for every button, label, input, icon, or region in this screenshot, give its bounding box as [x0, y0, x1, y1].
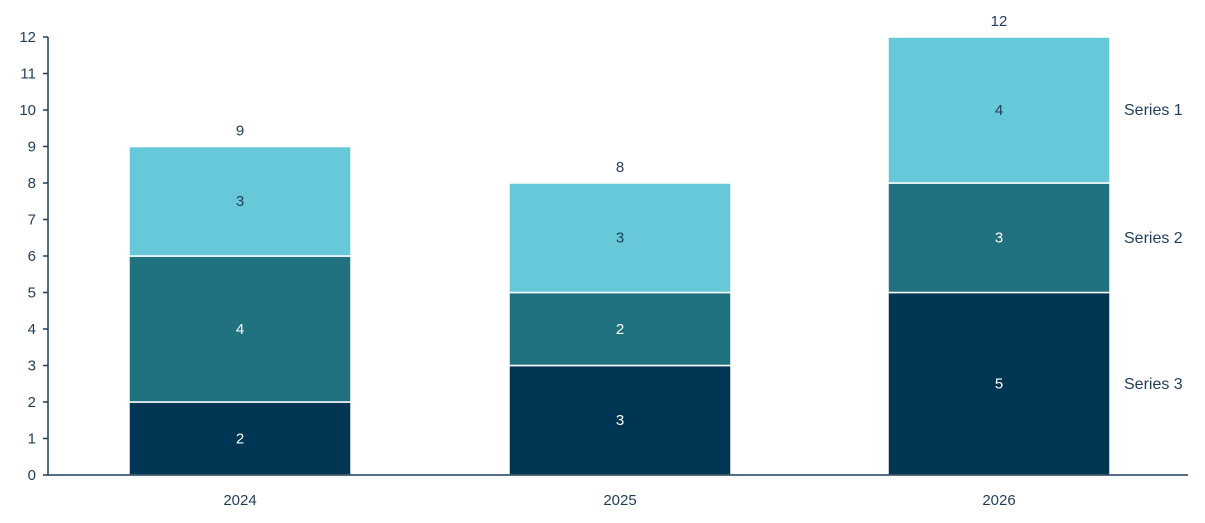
- bar-segment: [128, 145, 352, 257]
- bar-segment: [508, 182, 732, 294]
- legend-label: Series 2: [1124, 230, 1183, 247]
- data-label: 4: [236, 321, 244, 338]
- data-label: 5: [995, 376, 1003, 393]
- y-tick-label: 2: [28, 394, 36, 411]
- bar-segment: [887, 36, 1111, 184]
- bar-segment: [508, 364, 732, 476]
- legend-label: Series 1: [1124, 102, 1183, 119]
- data-label: 3: [616, 412, 624, 429]
- x-tick-label: 2024: [223, 492, 256, 509]
- bar-segment: [128, 401, 352, 476]
- y-tick-label: 3: [28, 357, 36, 374]
- x-tick-label: 2026: [982, 492, 1015, 509]
- y-tick-label: 1: [28, 430, 36, 447]
- data-label: 2: [236, 430, 244, 447]
- data-label: 4: [995, 102, 1003, 119]
- bar-segment: [128, 255, 352, 403]
- y-tick-label: 0: [28, 467, 36, 484]
- y-tick-label: 12: [19, 29, 36, 46]
- data-label: 3: [236, 193, 244, 210]
- y-tick-label: 7: [28, 211, 36, 228]
- bar-segment: [887, 182, 1111, 294]
- data-label: 3: [616, 230, 624, 247]
- legend-label: Series 3: [1124, 376, 1183, 393]
- total-label: 12: [991, 13, 1008, 30]
- y-tick-label: 9: [28, 138, 36, 155]
- data-label: 2: [616, 321, 624, 338]
- total-label: 9: [236, 122, 244, 139]
- y-tick-label: 10: [19, 102, 36, 119]
- y-tick-label: 6: [28, 248, 36, 265]
- y-tick-label: 8: [28, 175, 36, 192]
- y-tick-label: 5: [28, 284, 36, 301]
- data-label: 3: [995, 230, 1003, 247]
- total-label: 8: [616, 159, 624, 176]
- y-tick-label: 11: [20, 65, 36, 82]
- bar-segment: [508, 291, 732, 367]
- x-tick-label: 2025: [603, 492, 636, 509]
- y-tick-label: 4: [28, 321, 36, 338]
